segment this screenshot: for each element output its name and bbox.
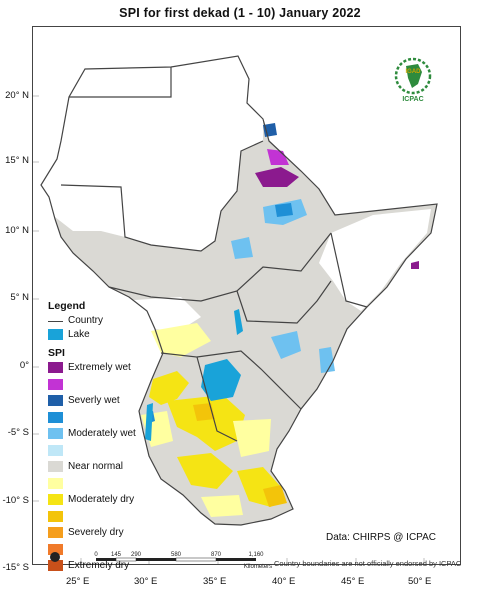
scale-tick: 0 — [94, 552, 98, 558]
disclaimer: Country boundaries are not officially en… — [274, 559, 462, 568]
spi-class-label: Extremely wet — [68, 362, 131, 373]
scale-tick: 290 — [131, 552, 142, 558]
spi-swatch — [48, 494, 63, 505]
legend-country-label: Country — [68, 315, 104, 326]
lon-label-25e: 25° E — [66, 576, 90, 587]
spi-class-label: Near normal — [68, 461, 124, 472]
legend-heading: Legend — [48, 300, 86, 312]
legend-spi-heading: SPI — [48, 347, 65, 359]
spi-swatch — [48, 395, 63, 406]
spi-swatch — [48, 444, 63, 456]
map-canvas — [33, 55, 438, 564]
spi-swatch — [48, 543, 63, 555]
spi-swatch — [48, 362, 63, 373]
spi-swatch — [48, 560, 63, 571]
lake-victoria — [201, 359, 241, 401]
lon-label-35e: 35° E — [203, 576, 227, 587]
spi-class-label: Moderately wet — [68, 428, 136, 439]
spi-swatch — [48, 378, 63, 390]
lat-label-0: 0° — [19, 360, 29, 371]
lat-label-5s: -5° S — [7, 427, 29, 438]
spi-swatch — [48, 527, 63, 538]
lat-label-15s: -15° S — [2, 562, 29, 573]
data-credit: Data: CHIRPS @ ICPAC — [326, 532, 436, 543]
spi-class-label: Severely dry — [68, 527, 124, 538]
lat-label-10s: -10° S — [2, 495, 29, 506]
logo-igad-text: IGAD — [406, 69, 422, 75]
lat-label-15n: 15° N — [5, 155, 29, 166]
spi-swatch — [48, 461, 63, 472]
scale-tick: 145 — [111, 552, 122, 558]
region-moderately-wet — [231, 199, 335, 373]
lat-label-5n: 5° N — [10, 292, 29, 303]
scale-bar: 0 145 290 580 870 1,160 Kilometers — [90, 550, 280, 577]
logo-icpac-text: ICPAC — [402, 96, 423, 103]
country-line-swatch — [48, 321, 63, 322]
spi-class-label: Severly wet — [68, 395, 120, 406]
spi-swatch — [48, 510, 63, 522]
lon-label-50e: 50° E — [408, 576, 432, 587]
spi-swatch — [48, 411, 63, 423]
map-frame — [32, 26, 461, 565]
scale-tick: 1,160 — [248, 552, 264, 558]
lon-label-40e: 40° E — [272, 576, 296, 587]
north-arrow-icon — [50, 552, 60, 562]
region-moderately-dry — [149, 371, 281, 507]
lat-label-20n: 20° N — [5, 90, 29, 101]
spi-class-label: Moderately dry — [68, 494, 135, 505]
legend-lake-label: Lake — [68, 329, 90, 340]
map-title: SPI for first dekad (1 - 10) January 202… — [119, 6, 361, 20]
lake-swatch — [48, 329, 63, 340]
scale-tick: 580 — [171, 552, 182, 558]
scale-unit: Kilometers — [244, 564, 272, 570]
spi-swatch — [48, 477, 63, 489]
lon-label-30e: 30° E — [134, 576, 158, 587]
spi-swatch — [48, 428, 63, 439]
scale-tick: 870 — [211, 552, 222, 558]
lon-label-45e: 45° E — [341, 576, 365, 587]
icpac-logo: IGAD ICPAC — [388, 56, 438, 109]
region-severly-wet — [255, 167, 419, 269]
spi-class-label: Extremely dry — [68, 560, 130, 571]
lat-label-10n: 10° N — [5, 225, 29, 236]
